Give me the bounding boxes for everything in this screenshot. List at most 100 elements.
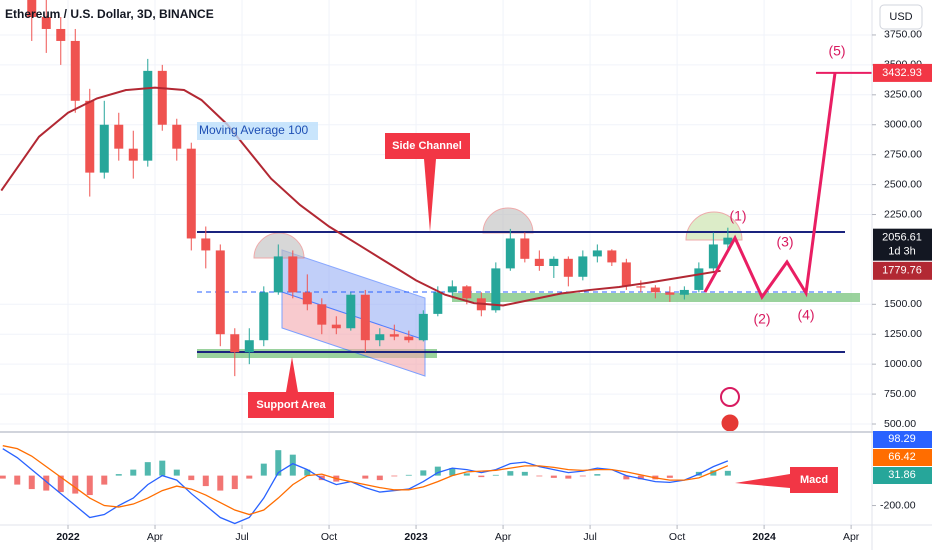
candle-body [41,16,51,29]
annotations: Moving Average 100 Side Channel Support … [197,43,872,493]
last-price-box [873,228,932,261]
macd-value-box [873,467,932,484]
y-tick-label: 1500.00 [884,298,922,310]
y-tick-label: 1250.00 [884,328,922,340]
histogram-bar [0,475,6,479]
y-tick-label: 2250.00 [884,208,922,220]
candle-body [636,286,646,288]
histogram-bar [14,475,21,485]
callout [735,467,838,493]
histogram-bar [43,475,50,491]
histogram-bar [217,475,224,491]
candle-body [520,238,530,259]
histogram-bar [449,468,456,476]
histogram-bar [434,466,441,476]
histogram-bar [507,471,514,476]
x-tick-label: 2024 [752,531,776,543]
ma-label: Moving Average 100 [199,123,309,137]
wave-label: (3) [776,234,793,250]
histogram-bar [565,475,572,479]
candle-body [418,313,428,341]
histogram-bar [521,471,528,476]
histogram-bar [260,463,267,476]
histogram-bar [724,470,731,476]
histogram-bar [159,460,166,476]
wave-label: (5) [828,43,845,59]
wave-label: (4) [797,307,814,323]
target-price-label-box [873,63,932,82]
candle-body [607,250,617,263]
y-tick-label: 3000.00 [884,119,922,131]
candle-body [201,238,211,251]
candle-body [172,124,182,149]
wave-path [703,72,837,300]
countdown-label: 1d 3h [888,246,916,258]
macd-value-label: 66.42 [888,451,916,463]
histogram-bar [666,475,673,478]
candle-body [215,250,225,335]
candle-body [302,292,312,305]
x-tick-label: Oct [321,531,337,543]
y-tick-label: 1000.00 [884,358,922,370]
histogram-bar [478,475,485,478]
x-tick-label: Oct [669,531,685,543]
candle-body [389,334,399,337]
icon [720,413,740,433]
candle-body [85,100,95,173]
histogram-bar [246,475,253,479]
candle-body [505,238,515,269]
candle-body [157,70,167,125]
histogram-bar [637,475,644,480]
macd-value-box [873,431,932,448]
x-tick-label: 2022 [56,531,80,543]
histogram-bar [391,475,398,477]
histogram-bar [420,470,427,476]
histogram-bar [362,475,369,479]
candle-body [723,237,733,245]
candle-body [27,0,37,17]
support-zone [452,293,860,302]
x-tick-label: Apr [147,531,164,543]
histogram-bar [115,474,122,476]
candle-body [244,340,254,353]
histogram-bar [231,475,238,490]
candle-body [665,292,675,295]
candle-body [592,250,602,257]
histogram-bar [304,469,311,476]
histogram-bar [173,469,180,476]
histogram-bar [623,475,630,480]
callout [248,357,334,418]
candle-body [694,268,704,290]
candle-body [259,292,269,341]
y-tick-label: -200.00 [880,499,916,511]
macd-value-label: 31.86 [888,469,916,481]
histogram-bar [536,475,543,477]
histogram-bar [28,475,35,490]
candle-body [143,70,153,161]
histogram-bar [289,454,296,476]
histogram-bar [72,475,79,494]
currency-label[interactable]: USD [889,11,912,23]
callout-text: Support Area [256,399,326,411]
candle-body [360,294,370,341]
last-price-label: 2056.61 [882,232,922,244]
top-arc [253,232,305,259]
candle-body [534,258,544,266]
chart-title: Ethereum / U.S. Dollar, 3D, BINANCE [5,7,214,21]
candle-body [273,256,283,293]
candle-body [433,292,443,314]
histogram-bar [188,475,195,481]
candle-body [331,324,341,329]
currency-button[interactable] [879,4,923,30]
histogram-bar [86,475,93,496]
y-tick-label: 500.00 [884,418,916,430]
histogram-bar [594,474,601,476]
histogram-bar [463,473,470,476]
candle-body [404,336,414,341]
x-tick-label: Jul [235,531,248,543]
candle-body [128,148,138,161]
candle-body [462,286,472,299]
histogram-bar [130,469,137,476]
axes: 3750.003500.003250.003000.002750.002500.… [56,29,932,543]
